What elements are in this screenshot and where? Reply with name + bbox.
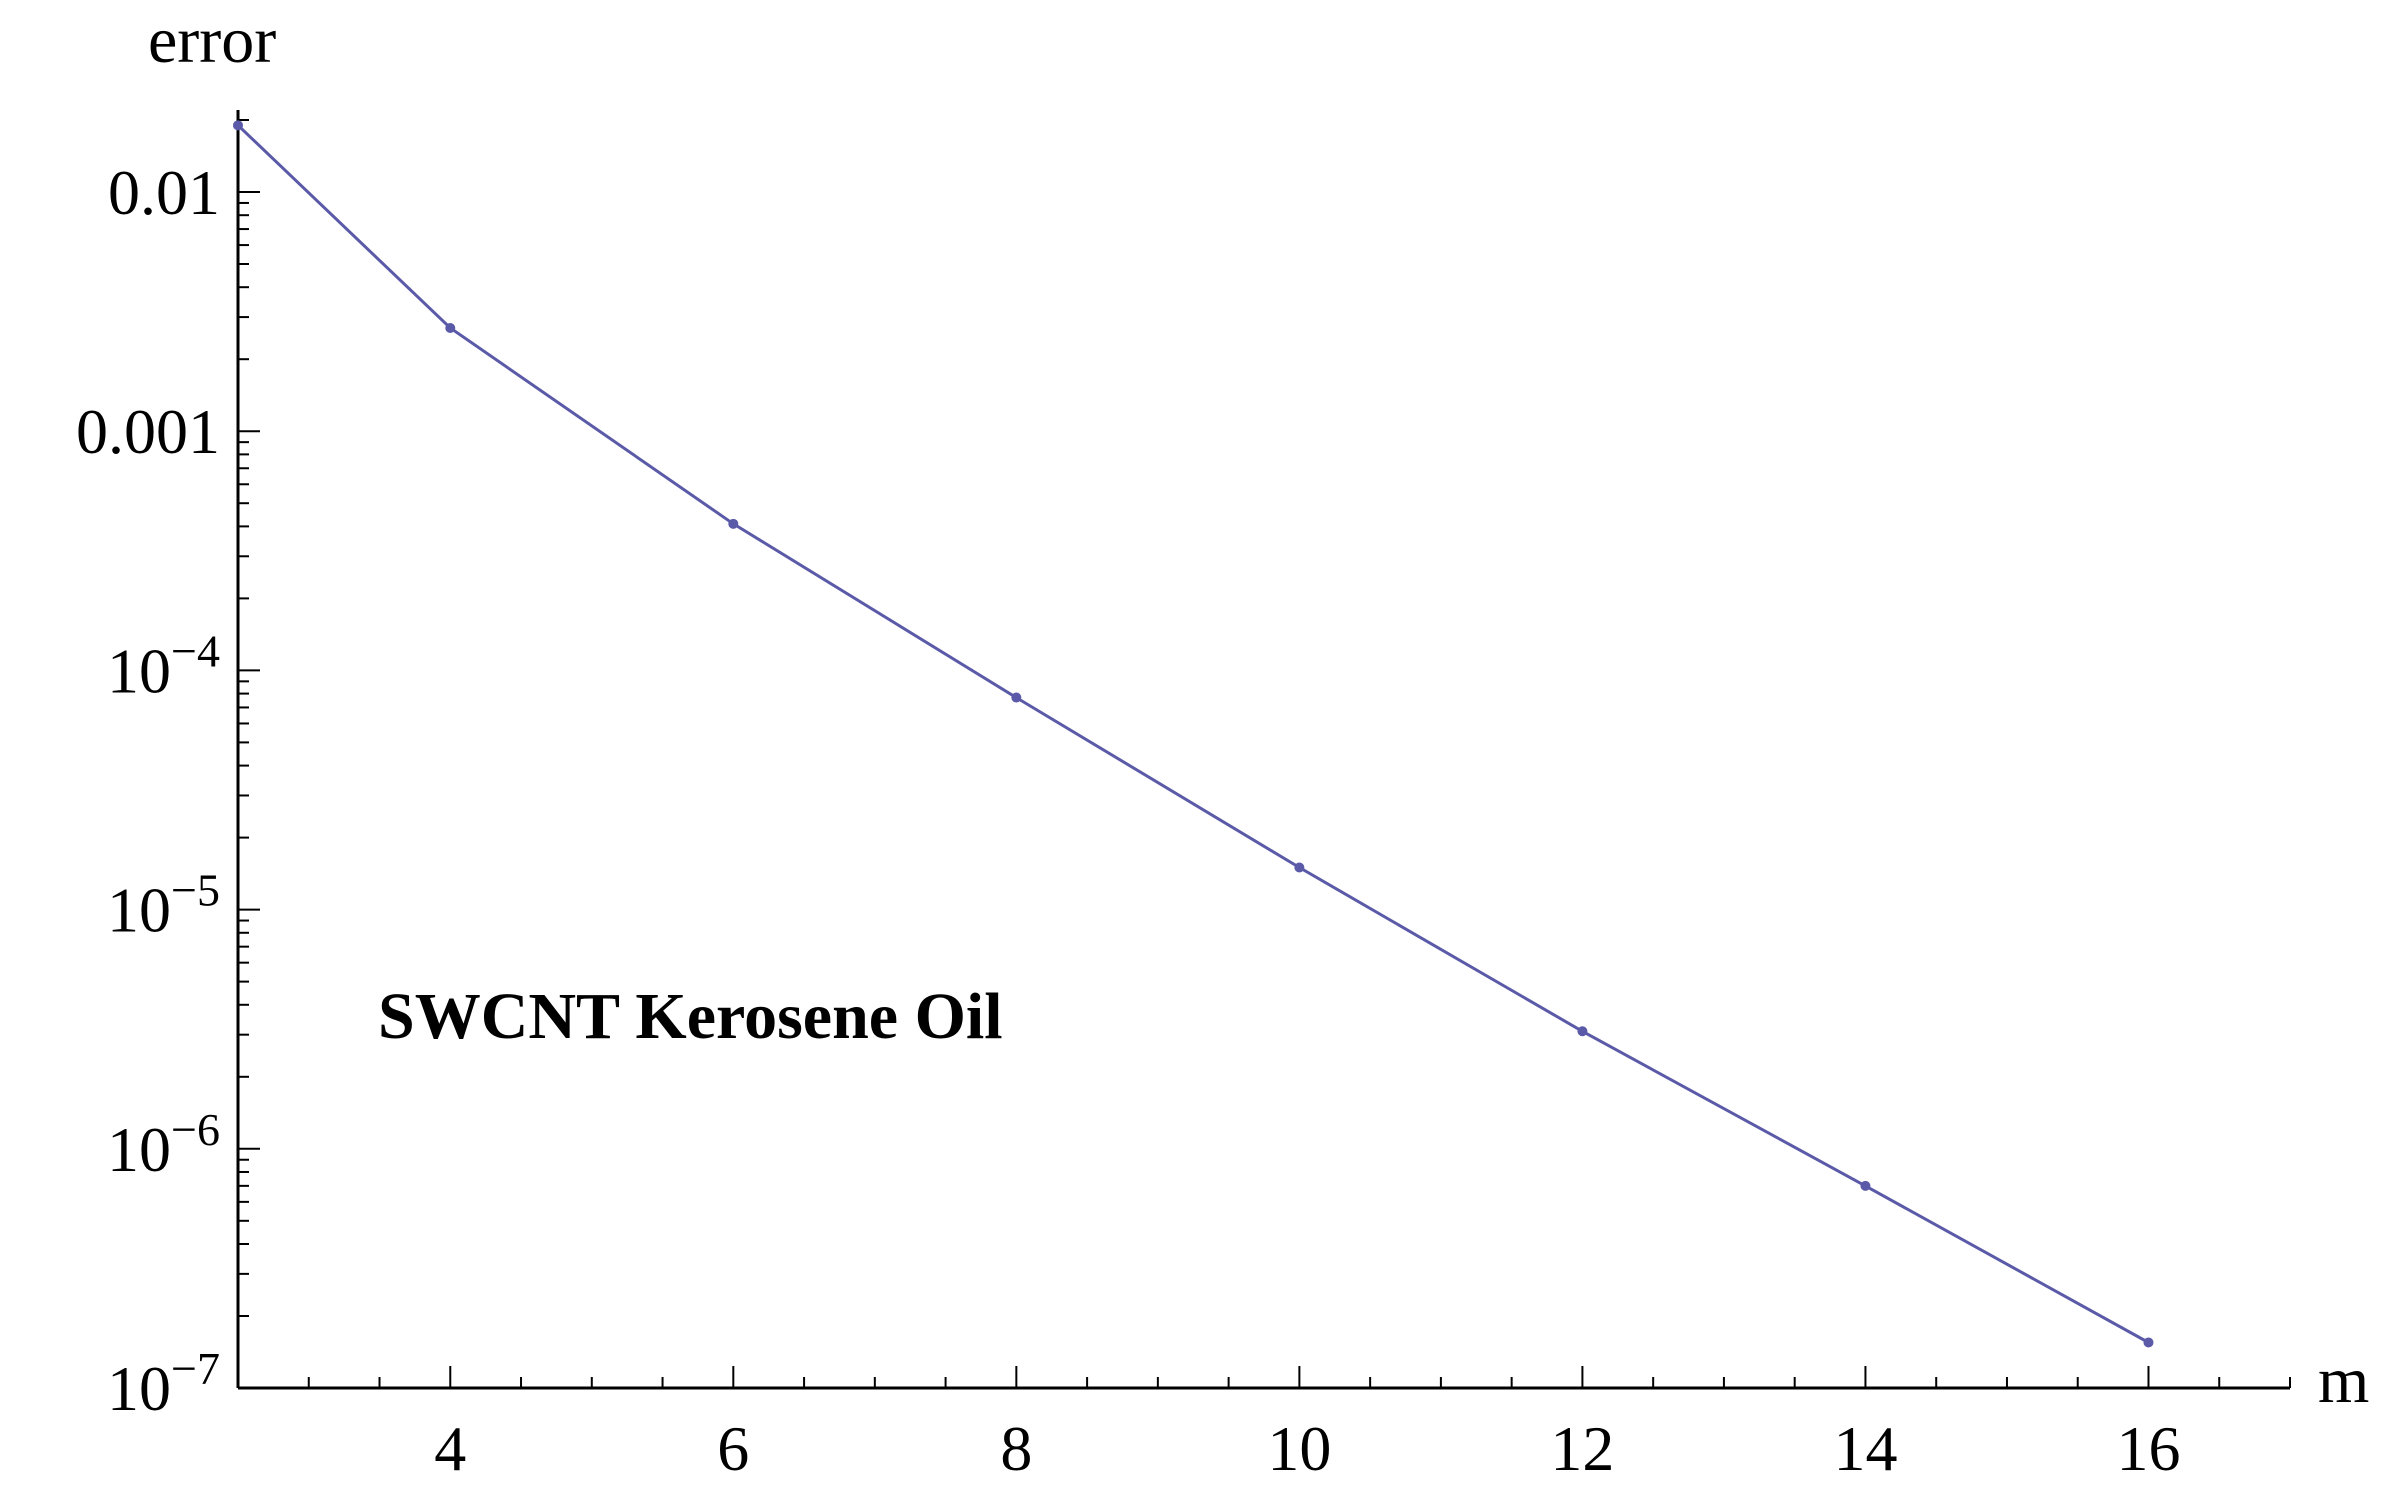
x-axis-ticks: 4 6 8 10 12 14 16	[237, 1366, 2291, 1484]
data-point	[1294, 862, 1305, 873]
y-tick-label: 0.001	[76, 396, 220, 467]
data-point	[445, 323, 456, 334]
x-tick-label: 4	[434, 1413, 466, 1484]
y-axis-ticks: 0.01 0.001 10−4 10−5 10−6 10−7	[76, 119, 260, 1424]
y-tick-label: 10−6	[107, 1104, 220, 1185]
y-axis-title: error	[148, 4, 276, 77]
x-tick-label: 10	[1267, 1413, 1331, 1484]
data-point	[233, 120, 243, 131]
x-tick-label: 8	[1000, 1413, 1032, 1484]
data-point	[728, 518, 739, 529]
y-tick-label: 10−5	[107, 865, 220, 946]
x-tick-label: 14	[1833, 1413, 1897, 1484]
y-tick-label: 0.01	[108, 157, 220, 228]
y-tick-label: 10−4	[107, 625, 220, 706]
x-tick-label: 6	[717, 1413, 749, 1484]
x-tick-label: 16	[2116, 1413, 2180, 1484]
series-line	[236, 124, 2150, 1344]
y-tick-label: 10−7	[107, 1343, 220, 1424]
x-tick-label: 12	[1550, 1413, 1614, 1484]
x-axis-title: m	[2318, 1344, 2369, 1417]
data-point	[1011, 692, 1022, 703]
series-layer	[233, 120, 2154, 1348]
data-point	[2143, 1337, 2154, 1348]
data-point	[1860, 1180, 1871, 1191]
chart-annotation: SWCNT Kerosene Oil	[378, 980, 1003, 1053]
data-point	[1577, 1026, 1588, 1037]
